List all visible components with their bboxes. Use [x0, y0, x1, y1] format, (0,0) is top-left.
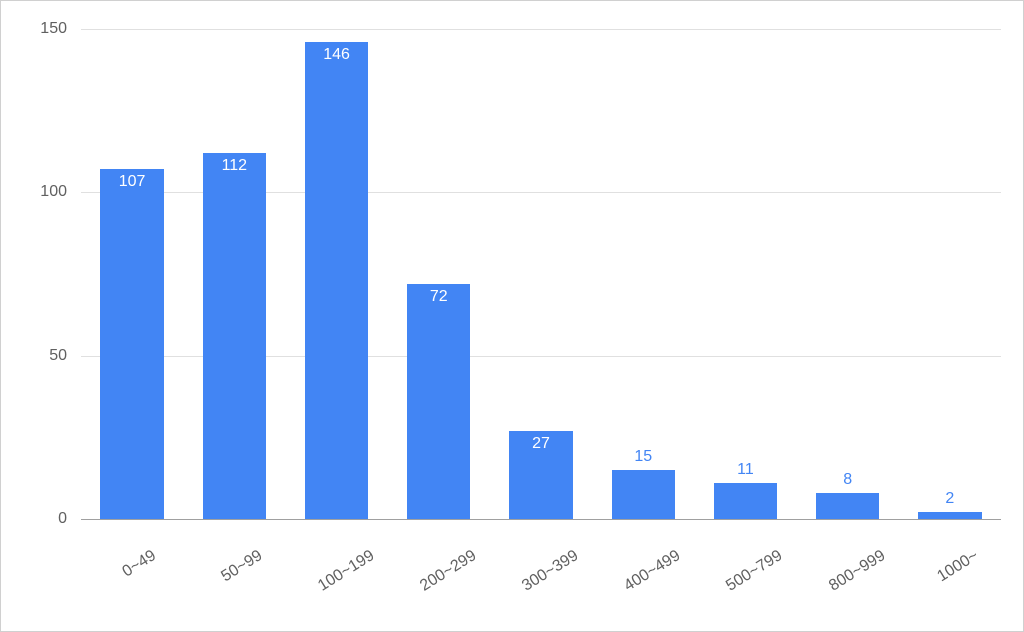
y-tick-label: 50	[49, 347, 67, 365]
bar-value-label: 72	[430, 288, 448, 306]
bar-slot: 72200~299	[407, 29, 470, 519]
bar-slot: 8800~999	[816, 29, 879, 519]
bar-rect	[305, 42, 368, 519]
x-tick-label: 100~199	[315, 547, 378, 596]
bar-rect	[714, 483, 777, 519]
bar-slot: 11250~99	[203, 29, 266, 519]
bar-value-label: 11	[737, 461, 754, 479]
bar-value-label: 112	[222, 157, 248, 175]
bar-value-label: 2	[945, 490, 954, 508]
x-tick-label: 400~499	[621, 547, 684, 596]
bar-rect	[100, 169, 163, 519]
bar-slot: 27300~399	[509, 29, 572, 519]
bar-slot: 11500~799	[714, 29, 777, 519]
bar-value-label: 15	[634, 448, 652, 466]
x-tick-label: 1000~	[934, 547, 982, 586]
bars-group: 1070~49 11250~99 146100~199 72200~299 27300~…	[81, 29, 1001, 519]
bar-rect	[816, 493, 879, 519]
chart-container: 150 100 50 0 1070~4911250~99146100~19972…	[0, 0, 1024, 632]
bar-slot: 21000~	[918, 29, 981, 519]
x-tick-label: 200~299	[417, 547, 480, 596]
x-axis-baseline	[81, 519, 1001, 520]
x-tick-label: 300~399	[519, 547, 582, 596]
bar-slot: 146100~199	[305, 29, 368, 519]
bar-value-label: 146	[323, 46, 350, 64]
x-tick-label: 0~49	[120, 547, 160, 581]
bar-slot: 1070~49	[100, 29, 163, 519]
y-tick-label: 150	[40, 20, 67, 38]
bar-value-label: 8	[843, 471, 852, 489]
x-tick-label: 800~999	[826, 547, 889, 596]
y-tick-label: 0	[58, 510, 67, 528]
bar-slot: 15400~499	[612, 29, 675, 519]
y-tick-label: 100	[40, 183, 67, 201]
x-tick-label: 50~99	[219, 547, 267, 586]
bar-value-label: 107	[119, 173, 146, 191]
bar-rect	[918, 512, 981, 519]
bar-rect	[612, 470, 675, 519]
bar-rect	[407, 284, 470, 519]
bar-value-label: 27	[532, 435, 550, 453]
chart-plot-area: 150 100 50 0 1070~4911250~99146100~19972…	[81, 29, 1001, 519]
x-tick-label: 500~799	[724, 547, 787, 596]
bar-rect	[203, 153, 266, 519]
